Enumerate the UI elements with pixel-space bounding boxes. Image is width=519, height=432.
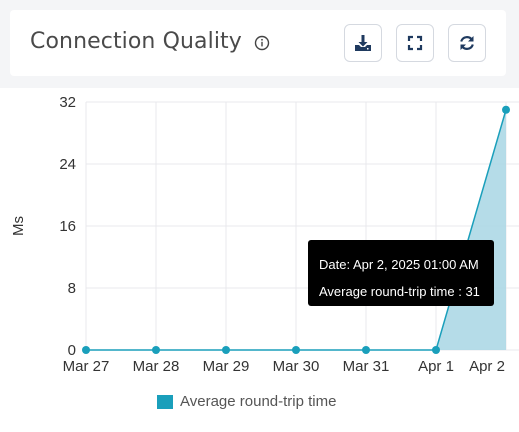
data-point (502, 105, 510, 114)
y-tick-label: 8 (68, 280, 76, 297)
tooltip-date: Date: Apr 2, 2025 01:00 AM (319, 257, 479, 272)
data-point (362, 346, 370, 354)
data-point (292, 346, 300, 354)
data-point (152, 346, 160, 354)
refresh-icon (460, 36, 474, 50)
x-tick-label: Mar 27 (63, 358, 110, 375)
chart-header: Connection Quality (10, 10, 506, 76)
y-tick-label: 32 (59, 94, 76, 111)
tooltip-value: Average round-trip time : 31 (319, 284, 480, 299)
legend-swatch (157, 394, 173, 409)
y-tick-label: 0 (68, 342, 76, 359)
x-tick-label: Apr 2 (469, 358, 505, 375)
data-point (432, 346, 440, 354)
refresh-button[interactable] (448, 24, 486, 62)
expand-icon (407, 35, 423, 51)
x-tick-label: Apr 1 (418, 358, 454, 375)
series-area (86, 109, 506, 350)
data-point (82, 346, 90, 354)
y-tick-label: 16 (59, 218, 76, 235)
chart-title: Connection Quality (30, 29, 242, 54)
data-point (222, 346, 230, 354)
download-button[interactable] (344, 24, 382, 62)
chart-legend[interactable]: Average round-trip time (157, 393, 336, 410)
y-axis-title: Ms (10, 216, 27, 236)
x-tick-label: Mar 31 (343, 358, 390, 375)
x-tick-label: Mar 28 (133, 358, 180, 375)
chart-tooltip: Date: Apr 2, 2025 01:00 AM Average round… (308, 240, 494, 306)
legend-label: Average round-trip time (180, 393, 337, 410)
y-tick-label: 24 (59, 156, 76, 173)
x-tick-label: Mar 30 (273, 358, 320, 375)
x-tick-label: Mar 29 (203, 358, 250, 375)
fullscreen-button[interactable] (396, 24, 434, 62)
info-icon[interactable] (254, 35, 270, 51)
download-icon (355, 35, 371, 51)
